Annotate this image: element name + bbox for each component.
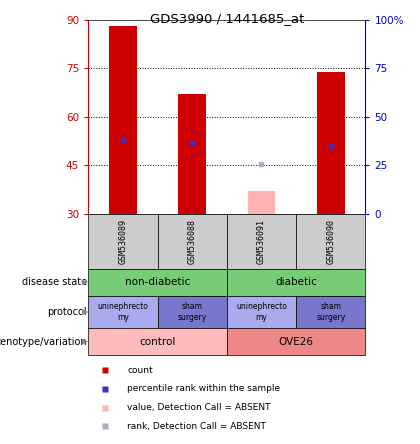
Text: control: control [139,337,176,346]
Text: GSM536091: GSM536091 [257,219,266,264]
Text: count: count [127,366,152,375]
Text: protocol: protocol [47,307,87,317]
Bar [88,328,227,355]
Bar [109,27,136,214]
Bar [227,328,365,355]
Bar [158,296,227,328]
Text: GSM536088: GSM536088 [188,219,197,264]
Text: uninephrecto
my: uninephrecto my [97,302,148,322]
Text: GDS3990 / 1441685_at: GDS3990 / 1441685_at [150,12,304,25]
Bar [158,214,227,269]
Bar [296,296,365,328]
Text: value, Detection Call = ABSENT: value, Detection Call = ABSENT [127,403,270,412]
Text: GSM536089: GSM536089 [118,219,127,264]
Bar [88,269,227,296]
Bar [88,296,158,328]
Bar [248,191,276,214]
Text: rank, Detection Call = ABSENT: rank, Detection Call = ABSENT [127,421,266,431]
Text: diabetic: diabetic [275,278,317,287]
Text: genotype/variation: genotype/variation [0,337,87,346]
Bar [227,296,296,328]
Text: GSM536090: GSM536090 [326,219,335,264]
Bar [296,214,365,269]
Text: sham
surgery: sham surgery [178,302,207,322]
Text: disease state: disease state [22,278,87,287]
Bar [227,214,296,269]
Text: uninephrecto
my: uninephrecto my [236,302,287,322]
Text: non-diabetic: non-diabetic [125,278,190,287]
Text: sham
surgery: sham surgery [316,302,345,322]
Text: percentile rank within the sample: percentile rank within the sample [127,385,280,393]
Bar [227,269,365,296]
Bar [317,72,344,214]
Text: OVE26: OVE26 [278,337,314,346]
Bar [178,94,206,214]
Bar [88,214,158,269]
